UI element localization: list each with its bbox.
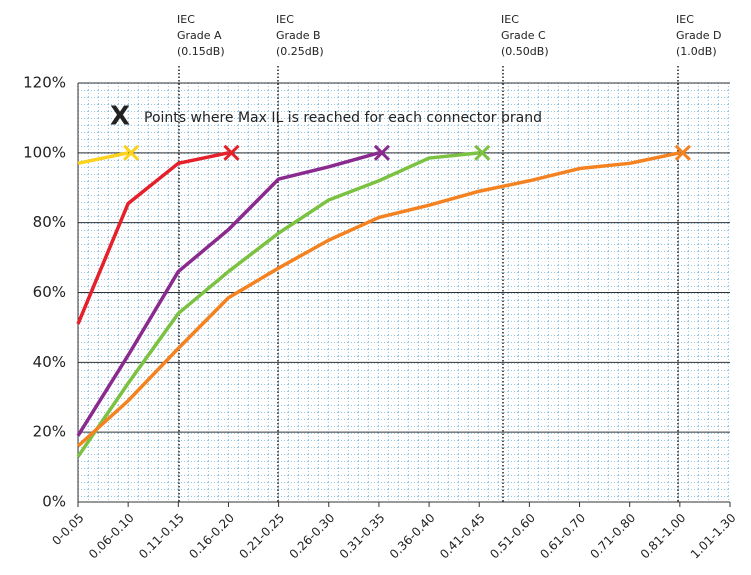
y-tick-label: 0% [42, 493, 66, 511]
series-line [76, 151, 681, 448]
series-line [76, 151, 380, 437]
grade-label: (0.25dB) [276, 45, 324, 58]
max-il-marker [223, 144, 240, 161]
max-il-marker [674, 144, 691, 161]
grade-label: IEC [676, 13, 694, 26]
y-tick-label: 40% [33, 353, 66, 371]
x-tick-label: 0.06-0.10 [86, 511, 137, 562]
x-tick-label: 0.81-1.00 [638, 511, 689, 562]
x-tick-label: 0.31-0.35 [337, 511, 388, 562]
grade-label: IEC [177, 13, 195, 26]
y-tick-label: 100% [23, 143, 66, 161]
grade-label: IEC [276, 13, 294, 26]
grade-label: Grade A [177, 29, 222, 42]
legend-note: Points where Max IL is reached for each … [144, 110, 542, 126]
x-tick-label: 0-0.05 [49, 511, 86, 548]
grade-label: Grade C [501, 29, 546, 42]
x-tick-label: 0.61-0.70 [537, 511, 588, 562]
y-tick-label: 80% [33, 213, 66, 231]
y-tick-label: 60% [33, 283, 66, 301]
y-tick-label: 120% [23, 74, 66, 92]
series-line [76, 151, 229, 325]
x-tick-label: 0.41-0.45 [437, 511, 488, 562]
x-tick-label: 0.21-0.25 [236, 511, 287, 562]
grade-label: (1.0dB) [676, 45, 717, 58]
max-il-marker [123, 144, 140, 161]
series-line [76, 151, 480, 458]
grade-label: (0.50dB) [501, 45, 549, 58]
x-tick-label: 0.11-0.15 [136, 511, 187, 562]
x-tick-label: 0.16-0.20 [186, 511, 237, 562]
x-tick-label: 0.71-0.80 [588, 511, 639, 562]
grade-label: (0.15dB) [177, 45, 225, 58]
x-tick-label: 0.51-0.60 [487, 511, 538, 562]
grade-label: IEC [501, 13, 519, 26]
y-tick-label: 20% [33, 423, 66, 441]
series-line [77, 151, 129, 166]
x-tick-label: 0.36-0.40 [387, 511, 438, 562]
max-il-marker [373, 144, 390, 161]
x-tick-label: 0.26-0.30 [287, 511, 338, 562]
grade-label: Grade B [276, 29, 321, 42]
legend-symbol: X [110, 102, 130, 132]
max-il-marker [474, 144, 491, 161]
grade-label: Grade D [676, 29, 722, 42]
x-tick-label: 1.01-1.30 [688, 511, 739, 562]
